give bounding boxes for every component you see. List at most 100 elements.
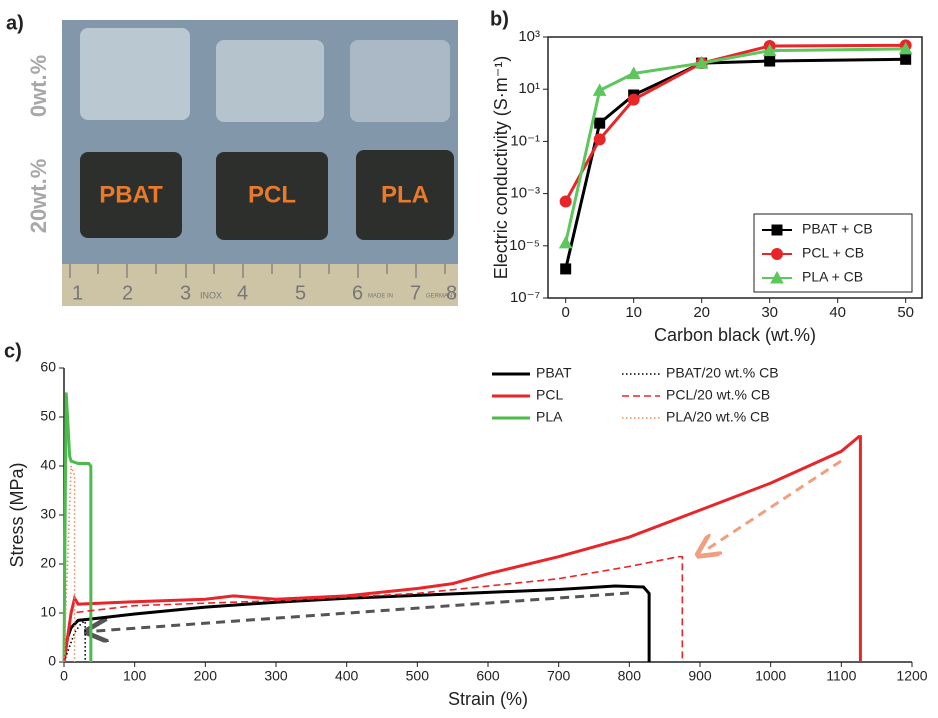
x-tick-label: 800 bbox=[618, 668, 642, 684]
panel-label: a) bbox=[6, 12, 24, 34]
series-line bbox=[62, 392, 93, 663]
y-axis-label: Stress (MPa) bbox=[7, 462, 27, 567]
legend-label: PLA + CB bbox=[802, 269, 863, 285]
marker bbox=[771, 224, 783, 236]
marker bbox=[762, 43, 777, 57]
x-tick-label: 100 bbox=[123, 668, 147, 684]
clear-film bbox=[216, 40, 324, 122]
x-tick-label: 1200 bbox=[896, 668, 927, 684]
x-tick-label: 200 bbox=[194, 668, 218, 684]
marker bbox=[593, 133, 606, 146]
annotation-arrow bbox=[706, 459, 842, 550]
legend-label: PCL bbox=[536, 387, 563, 403]
marker bbox=[898, 41, 913, 55]
legend-label: PBAT bbox=[536, 365, 572, 381]
series-line bbox=[63, 465, 76, 663]
marker bbox=[592, 83, 607, 96]
y-tick-label: 10⁻⁷ bbox=[510, 289, 540, 306]
marker bbox=[694, 56, 709, 69]
sample-label: PLA bbox=[381, 181, 429, 208]
legend-label: PBAT/20 wt.% CB bbox=[666, 365, 779, 381]
black-film bbox=[216, 152, 328, 240]
marker bbox=[770, 270, 784, 284]
ruler-number: 2 bbox=[122, 282, 133, 304]
legend-label: PLA bbox=[536, 409, 563, 425]
series-line bbox=[564, 43, 906, 203]
x-tick-label: 0 bbox=[562, 304, 570, 321]
marker bbox=[627, 93, 640, 106]
x-axis-label: Carbon black (wt.%) bbox=[654, 325, 816, 345]
y-tick-label: 10³ bbox=[518, 28, 540, 45]
marker bbox=[560, 263, 572, 275]
x-tick-label: 0 bbox=[60, 668, 68, 684]
marker bbox=[764, 55, 776, 67]
x-tick-label: 300 bbox=[264, 668, 288, 684]
black-film bbox=[356, 150, 454, 240]
photo-panel: a) PBAT PCL PLA 0wt.% 20wt.% 1 2 3 4 5 6… bbox=[6, 12, 458, 306]
ruler-mark: INOX bbox=[200, 290, 222, 300]
series-line bbox=[63, 555, 684, 663]
x-tick-label: 500 bbox=[406, 668, 430, 684]
marker bbox=[626, 66, 641, 79]
marker bbox=[900, 53, 912, 65]
x-tick-label: 1000 bbox=[755, 668, 786, 684]
ruler-mark: MADE IN bbox=[368, 294, 393, 300]
ruler-number: 7 bbox=[410, 282, 421, 304]
legend-label: PLA/20 wt.% CB bbox=[666, 409, 770, 425]
ruler-number: 3 bbox=[180, 282, 191, 304]
y-tick-label: 0 bbox=[48, 653, 56, 669]
ruler-mark: GERMANY bbox=[426, 294, 456, 300]
series-line bbox=[564, 47, 906, 244]
ruler-numbers: 1 2 3 4 5 6 7 8 bbox=[72, 282, 457, 304]
y-tick-label: 40 bbox=[40, 457, 56, 473]
x-axis-label: Strain (%) bbox=[448, 689, 528, 709]
plot-frame bbox=[547, 36, 923, 299]
x-tick-label: 600 bbox=[476, 668, 500, 684]
x-tick-label: 10 bbox=[625, 304, 642, 321]
sample-label: PBAT bbox=[99, 181, 163, 208]
marker bbox=[559, 195, 572, 208]
row-label: 0wt.% bbox=[26, 55, 51, 117]
legend-label: PCL + CB bbox=[802, 245, 864, 261]
panel-label: b) bbox=[490, 8, 509, 30]
ruler-number: 5 bbox=[295, 282, 306, 304]
y-tick-label: 30 bbox=[40, 506, 56, 522]
y-tick-label: 10⁻¹ bbox=[510, 132, 540, 149]
series-line bbox=[63, 620, 86, 663]
panel-label: c) bbox=[4, 340, 22, 362]
ruler-number: 8 bbox=[446, 282, 457, 304]
sample-label: PCL bbox=[248, 181, 296, 208]
x-tick-label: 1100 bbox=[826, 668, 856, 684]
series-line bbox=[62, 584, 651, 663]
x-tick-label: 30 bbox=[761, 304, 778, 321]
x-tick-label: 20 bbox=[693, 304, 710, 321]
x-tick-label: 700 bbox=[547, 668, 571, 684]
clear-film bbox=[80, 28, 190, 120]
y-tick-label: 10⁻³ bbox=[510, 185, 540, 202]
black-film bbox=[80, 152, 182, 238]
row-label: 20wt.% bbox=[26, 159, 51, 234]
ruler-ticks bbox=[69, 264, 446, 278]
ruler-number: 4 bbox=[237, 282, 248, 304]
y-tick-label: 50 bbox=[40, 408, 56, 424]
series-line bbox=[62, 435, 862, 663]
y-tick-label: 10⁻⁵ bbox=[509, 237, 540, 254]
y-axis-label: Electric conductivity (S·m⁻¹) bbox=[491, 56, 511, 280]
y-tick-label: 10¹ bbox=[518, 80, 540, 97]
ruler-number: 1 bbox=[72, 282, 83, 304]
marker bbox=[771, 248, 783, 260]
clear-film bbox=[350, 40, 450, 122]
x-tick-label: 40 bbox=[829, 304, 846, 321]
ruler bbox=[62, 264, 458, 306]
legend-label: PCL/20 wt.% CB bbox=[666, 387, 770, 403]
y-tick-label: 10 bbox=[40, 604, 56, 620]
x-tick-label: 400 bbox=[335, 668, 359, 684]
ruler-number: 6 bbox=[352, 282, 363, 304]
x-tick-label: 900 bbox=[688, 668, 712, 684]
y-tick-label: 60 bbox=[40, 359, 56, 375]
legend-label: PBAT + CB bbox=[802, 221, 873, 237]
marker bbox=[594, 117, 606, 129]
marker bbox=[558, 235, 573, 249]
y-tick-label: 20 bbox=[40, 555, 56, 571]
